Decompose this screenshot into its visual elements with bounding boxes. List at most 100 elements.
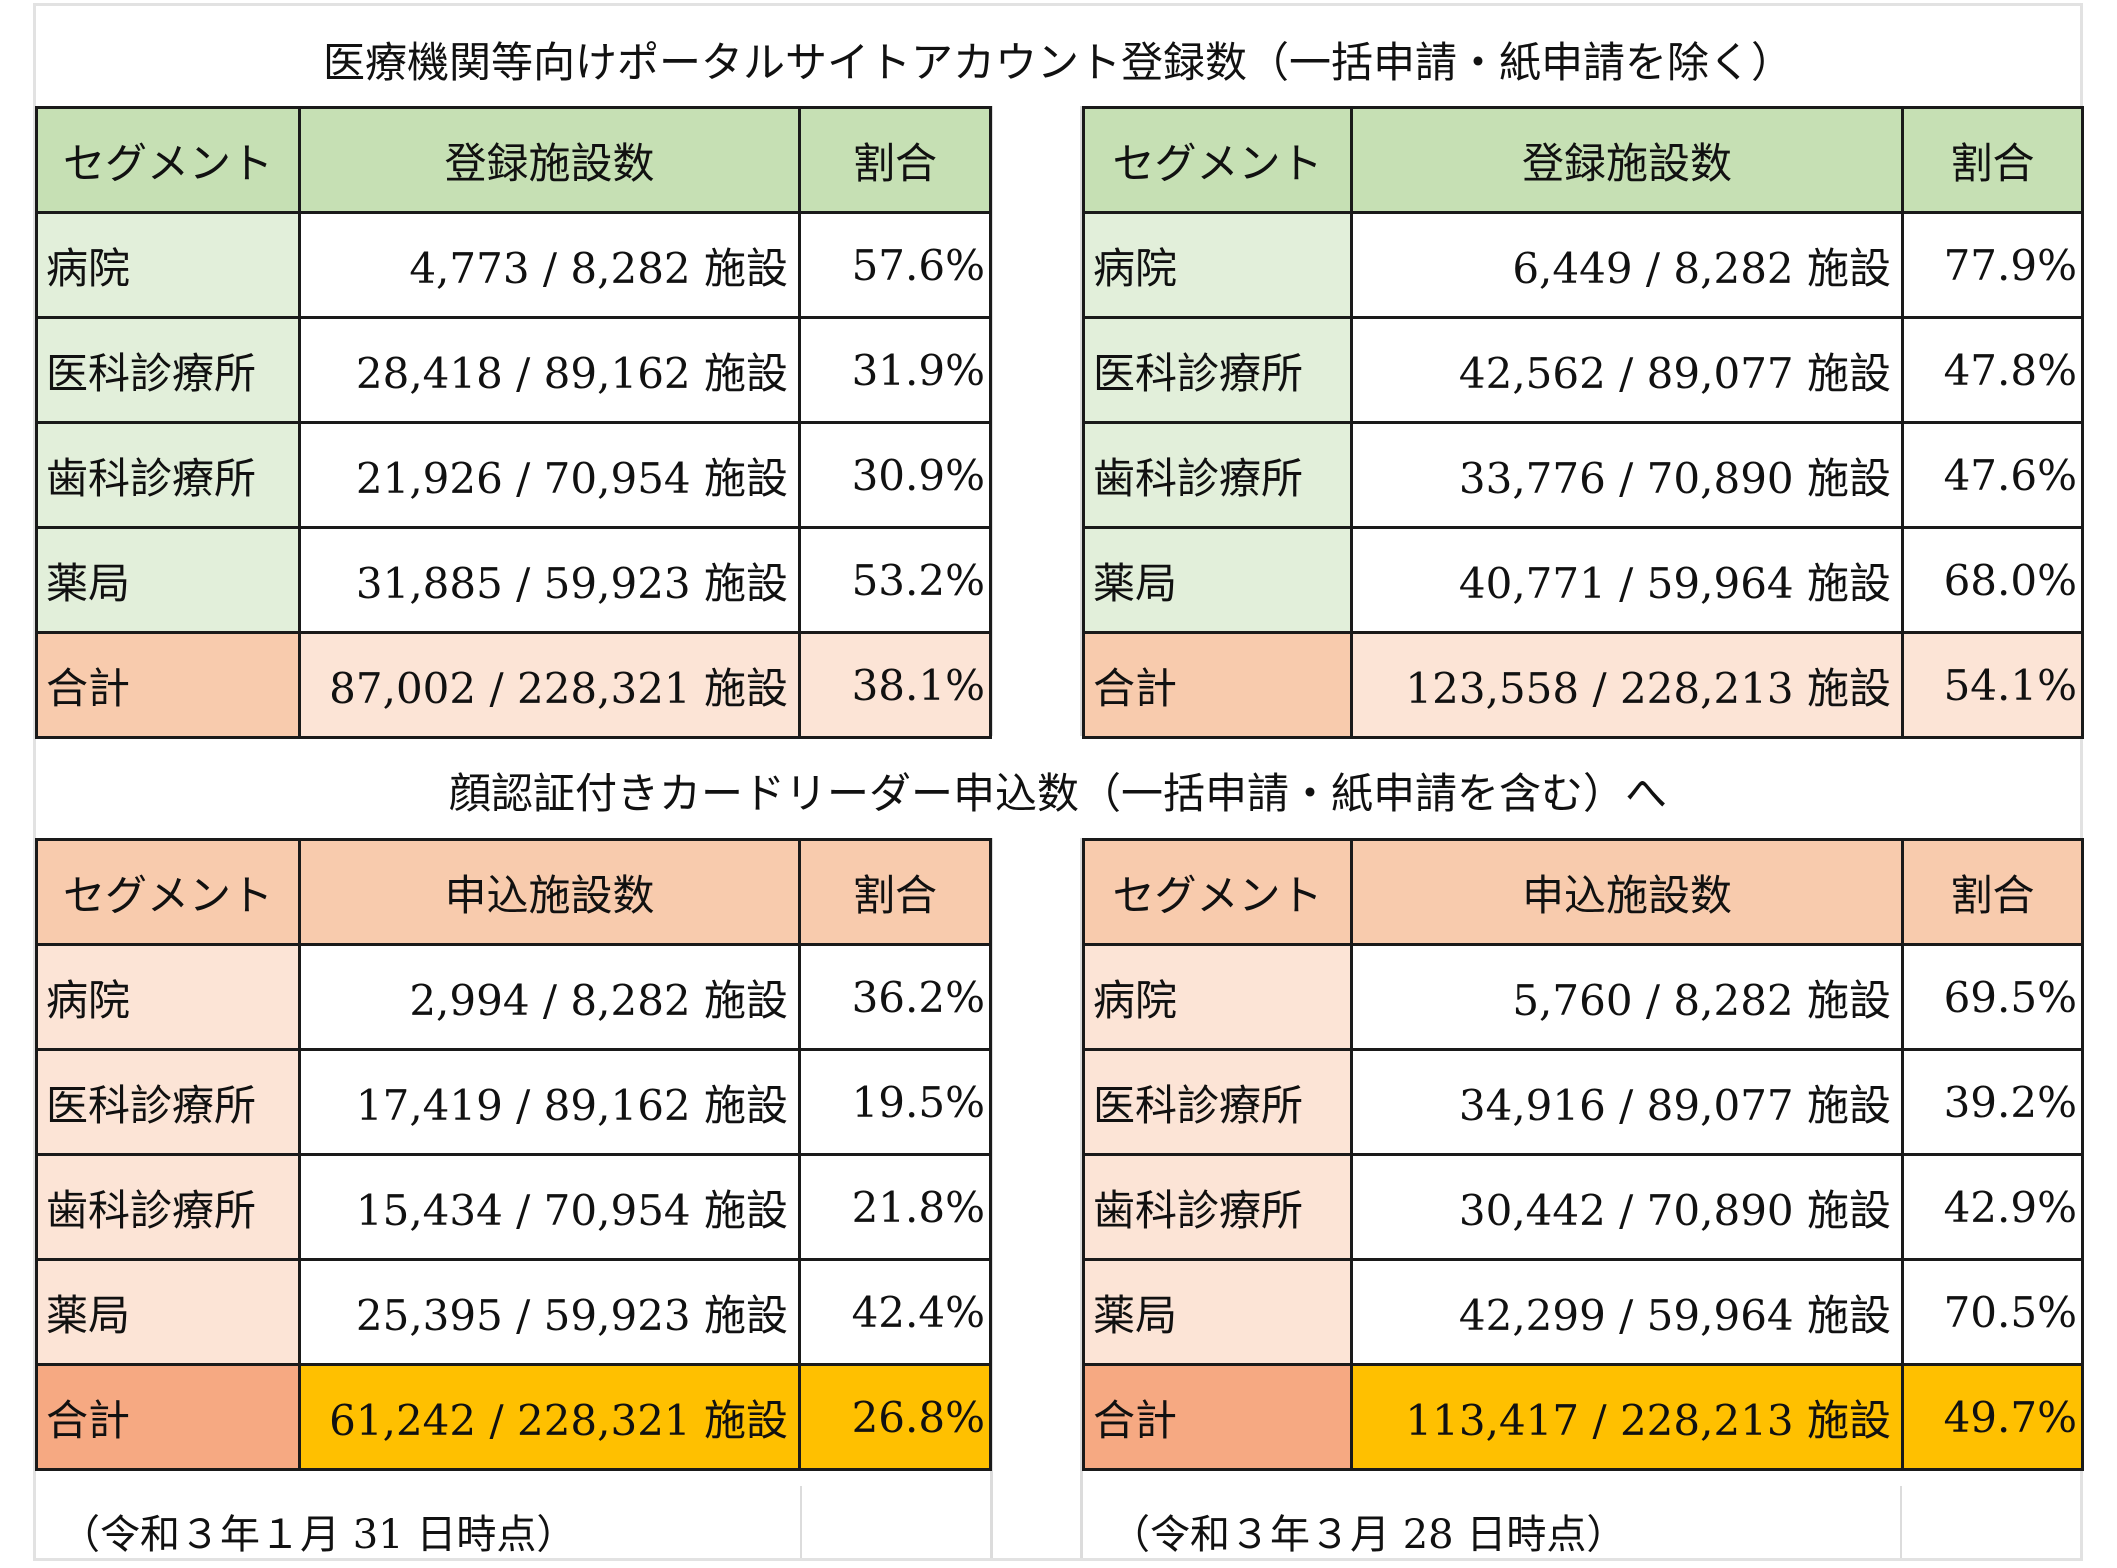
segment-cell: 歯科診療所 <box>35 421 301 529</box>
table-row: 歯科診療所 15,434 / 70,954 施設 21.8% <box>35 1153 992 1261</box>
table-total-row: 合計 123,558 / 228,213 施設 54.1% <box>1082 631 2084 739</box>
registered-count-header: 登録施設数 <box>1350 106 1904 214</box>
table-row: 病院 6,449 / 8,282 施設 77.9% <box>1082 211 2084 319</box>
segment-cell: 歯科診療所 <box>35 1153 301 1261</box>
registration-table-mar: セグメント 登録施設数 割合 病院 6,449 / 8,282 施設 77.9%… <box>1082 106 2084 739</box>
segment-cell: 薬局 <box>35 1258 301 1366</box>
ratio-cell: 31.9% <box>798 316 992 424</box>
count-cell: 17,419 / 89,162 施設 <box>298 1048 801 1156</box>
segment-cell: 歯科診療所 <box>1082 1153 1353 1261</box>
segment-cell: 病院 <box>35 943 301 1051</box>
table-row: 薬局 31,885 / 59,923 施設 53.2% <box>35 526 992 634</box>
footnote-divider <box>800 1486 802 1558</box>
registration-table-jan: セグメント 登録施設数 割合 病院 4,773 / 8,282 施設 57.6%… <box>35 106 992 739</box>
ratio-cell: 42.9% <box>1901 1153 2084 1261</box>
total-ratio-cell: 26.8% <box>798 1363 992 1471</box>
segment-cell: 医科診療所 <box>1082 1048 1353 1156</box>
table-row: 歯科診療所 33,776 / 70,890 施設 47.6% <box>1082 421 2084 529</box>
footnote-divider <box>1900 1486 1902 1558</box>
table-header-row: セグメント 申込施設数 割合 <box>1082 838 2084 946</box>
total-label-cell: 合計 <box>1082 631 1353 739</box>
ratio-cell: 42.4% <box>798 1258 992 1366</box>
ratio-header: 割合 <box>798 106 992 214</box>
total-count-cell: 123,558 / 228,213 施設 <box>1350 631 1904 739</box>
applied-count-header: 申込施設数 <box>298 838 801 946</box>
table-total-row: 合計 61,242 / 228,321 施設 26.8% <box>35 1363 992 1471</box>
segment-cell: 薬局 <box>1082 526 1353 634</box>
segment-header: セグメント <box>35 106 301 214</box>
column-gap-divider <box>990 838 993 1558</box>
segment-cell: 薬局 <box>1082 1258 1353 1366</box>
count-cell: 4,773 / 8,282 施設 <box>298 211 801 319</box>
column-gap-divider <box>1080 106 1083 736</box>
segment-cell: 病院 <box>1082 943 1353 1051</box>
ratio-header: 割合 <box>1901 106 2084 214</box>
table-row: 医科診療所 17,419 / 89,162 施設 19.5% <box>35 1048 992 1156</box>
total-ratio-cell: 38.1% <box>798 631 992 739</box>
ratio-cell: 39.2% <box>1901 1048 2084 1156</box>
ratio-cell: 30.9% <box>798 421 992 529</box>
count-cell: 5,760 / 8,282 施設 <box>1350 943 1904 1051</box>
table-row: 薬局 42,299 / 59,964 施設 70.5% <box>1082 1258 2084 1366</box>
total-count-cell: 61,242 / 228,321 施設 <box>298 1363 801 1471</box>
segment-cell: 医科診療所 <box>35 1048 301 1156</box>
total-ratio-cell: 54.1% <box>1901 631 2084 739</box>
ratio-cell: 47.6% <box>1901 421 2084 529</box>
count-cell: 31,885 / 59,923 施設 <box>298 526 801 634</box>
count-cell: 42,299 / 59,964 施設 <box>1350 1258 1904 1366</box>
segment-cell: 病院 <box>1082 211 1353 319</box>
table-row: 医科診療所 28,418 / 89,162 施設 31.9% <box>35 316 992 424</box>
table-header-row: セグメント 申込施設数 割合 <box>35 838 992 946</box>
count-cell: 30,442 / 70,890 施設 <box>1350 1153 1904 1261</box>
count-cell: 34,916 / 89,077 施設 <box>1350 1048 1904 1156</box>
table-total-row: 合計 113,417 / 228,213 施設 49.7% <box>1082 1363 2084 1471</box>
count-cell: 21,926 / 70,954 施設 <box>298 421 801 529</box>
applied-count-header: 申込施設数 <box>1350 838 1904 946</box>
table-row: 医科診療所 34,916 / 89,077 施設 39.2% <box>1082 1048 2084 1156</box>
as-of-date-right: （令和３年３月 28 日時点） <box>1110 1512 1627 1558</box>
table-row: 薬局 25,395 / 59,923 施設 42.4% <box>35 1258 992 1366</box>
ratio-cell: 53.2% <box>798 526 992 634</box>
application-table-mar: セグメント 申込施設数 割合 病院 5,760 / 8,282 施設 69.5%… <box>1082 838 2084 1471</box>
count-cell: 2,994 / 8,282 施設 <box>298 943 801 1051</box>
table-total-row: 合計 87,002 / 228,321 施設 38.1% <box>35 631 992 739</box>
sheet-frame <box>33 3 2083 1561</box>
registered-count-header: 登録施設数 <box>298 106 801 214</box>
segment-cell: 医科診療所 <box>1082 316 1353 424</box>
ratio-cell: 68.0% <box>1901 526 2084 634</box>
count-cell: 25,395 / 59,923 施設 <box>298 1258 801 1366</box>
table-header-row: セグメント 登録施設数 割合 <box>35 106 992 214</box>
total-label-cell: 合計 <box>1082 1363 1353 1471</box>
total-label-cell: 合計 <box>35 631 301 739</box>
column-gap-divider <box>990 106 993 736</box>
total-ratio-cell: 49.7% <box>1901 1363 2084 1471</box>
as-of-date-left: （令和３年１月 31 日時点） <box>60 1512 577 1558</box>
segment-header: セグメント <box>1082 838 1353 946</box>
segment-cell: 医科診療所 <box>35 316 301 424</box>
table-row: 病院 2,994 / 8,282 施設 36.2% <box>35 943 992 1051</box>
ratio-header: 割合 <box>798 838 992 946</box>
ratio-header: 割合 <box>1901 838 2084 946</box>
portal-registration-title: 医療機関等向けポータルサイトアカウント登録数（一括申請・紙申請を除く） <box>322 38 1793 87</box>
count-cell: 15,434 / 70,954 施設 <box>298 1153 801 1261</box>
ratio-cell: 69.5% <box>1901 943 2084 1051</box>
count-cell: 42,562 / 89,077 施設 <box>1350 316 1904 424</box>
ratio-cell: 19.5% <box>798 1048 992 1156</box>
table-row: 薬局 40,771 / 59,964 施設 68.0% <box>1082 526 2084 634</box>
ratio-cell: 47.8% <box>1901 316 2084 424</box>
total-label-cell: 合計 <box>35 1363 301 1471</box>
segment-cell: 薬局 <box>35 526 301 634</box>
ratio-cell: 21.8% <box>798 1153 992 1261</box>
card-reader-application-title: 顔認証付きカードリーダー申込数（一括申請・紙申請を含む）へ <box>448 769 1667 818</box>
ratio-cell: 70.5% <box>1901 1258 2084 1366</box>
count-cell: 6,449 / 8,282 施設 <box>1350 211 1904 319</box>
total-count-cell: 113,417 / 228,213 施設 <box>1350 1363 1904 1471</box>
table-row: 病院 4,773 / 8,282 施設 57.6% <box>35 211 992 319</box>
count-cell: 28,418 / 89,162 施設 <box>298 316 801 424</box>
table-row: 歯科診療所 21,926 / 70,954 施設 30.9% <box>35 421 992 529</box>
table-header-row: セグメント 登録施設数 割合 <box>1082 106 2084 214</box>
application-table-jan: セグメント 申込施設数 割合 病院 2,994 / 8,282 施設 36.2%… <box>35 838 992 1471</box>
ratio-cell: 36.2% <box>798 943 992 1051</box>
segment-header: セグメント <box>35 838 301 946</box>
segment-header: セグメント <box>1082 106 1353 214</box>
